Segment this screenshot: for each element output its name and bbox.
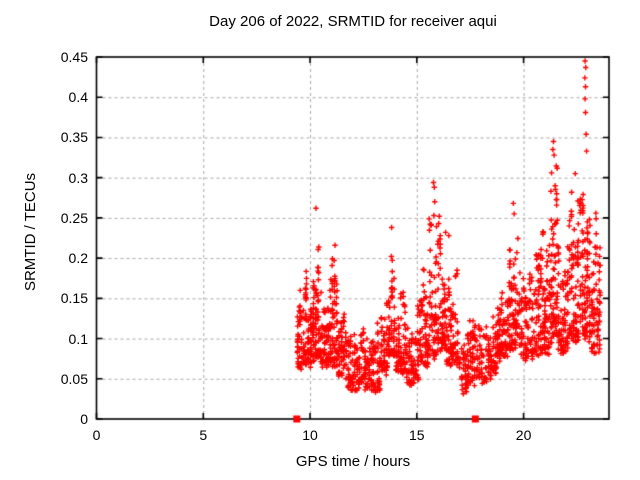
x-tick-label: 10 bbox=[302, 427, 318, 443]
x-tick-label: 5 bbox=[199, 427, 208, 443]
y-tick-label: 0.25 bbox=[60, 209, 88, 226]
y-tick-label: 0.45 bbox=[60, 49, 88, 65]
y-tick-label: 0.3 bbox=[68, 169, 88, 186]
y-tick-label: 0 bbox=[80, 411, 88, 427]
y-tick-label: 0.05 bbox=[60, 370, 88, 387]
chart-title: Day 206 of 2022, SRMTID for receiver aqu… bbox=[209, 13, 497, 30]
y-tick-label: 0.2 bbox=[68, 250, 88, 267]
x-tick-label: 20 bbox=[515, 427, 532, 443]
x-tick-label: 15 bbox=[409, 427, 425, 443]
y-tick-label: 0.35 bbox=[60, 129, 88, 146]
y-tick-label: 0.15 bbox=[60, 290, 88, 307]
x-tick-label: 0 bbox=[92, 427, 101, 443]
x-axis-label: GPS time / hours bbox=[295, 453, 411, 470]
y-tick-label: 0.4 bbox=[68, 89, 88, 106]
y-tick-label: 0.1 bbox=[68, 330, 88, 347]
